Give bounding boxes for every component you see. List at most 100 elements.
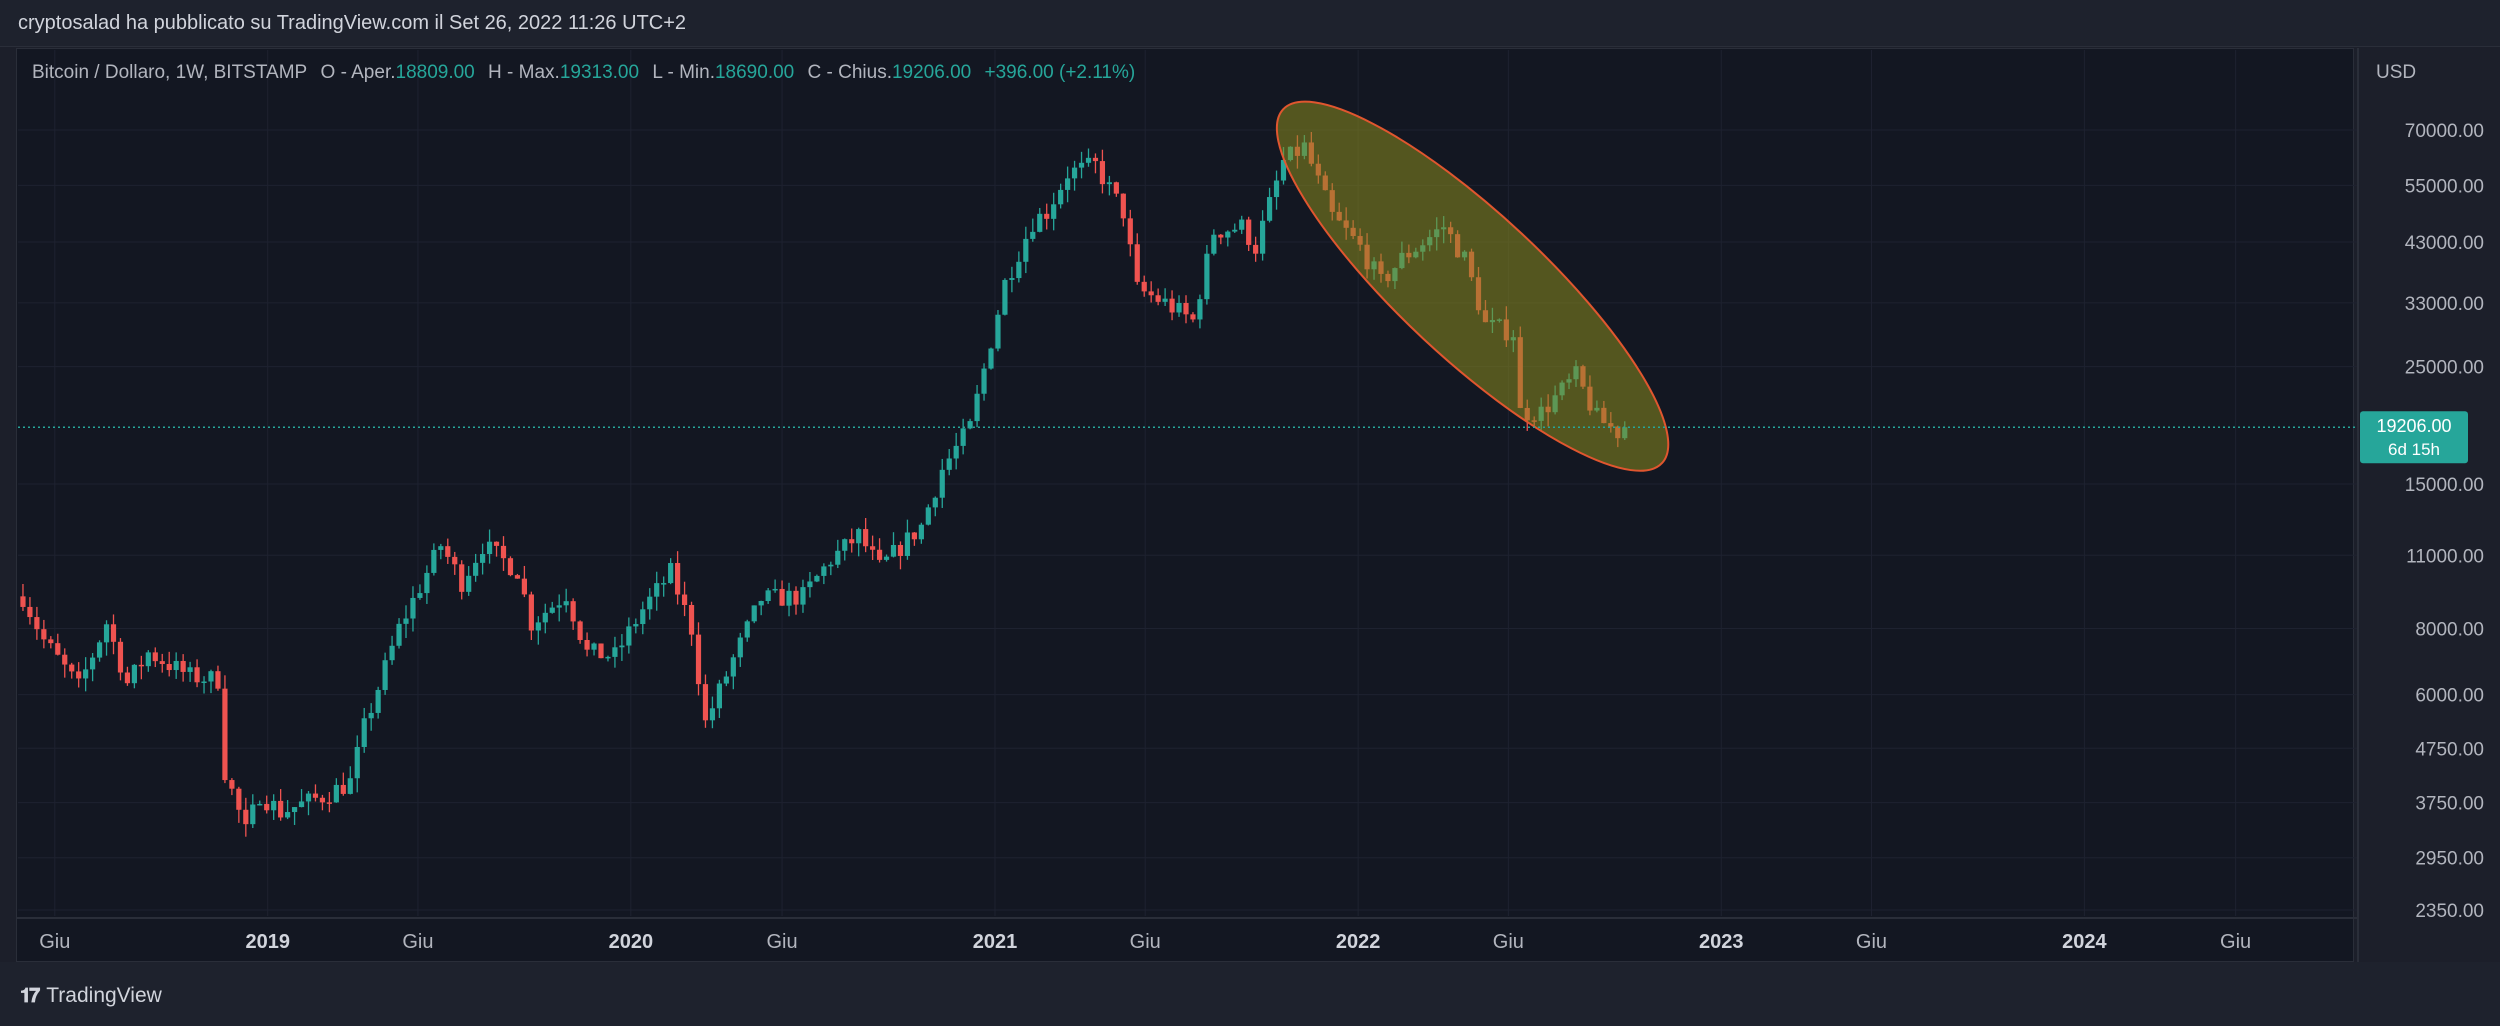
- legend-high-label: H - Max.: [488, 62, 560, 83]
- candle-body: [932, 497, 938, 508]
- candle-body: [466, 575, 472, 592]
- time-tick-label: 2023: [1699, 931, 1744, 953]
- candle-body: [911, 532, 917, 540]
- overlay: [18, 100, 2358, 472]
- candle-body: [1134, 244, 1140, 282]
- candle-body: [354, 746, 360, 779]
- price-tick-label: 2350.00: [2415, 901, 2484, 922]
- candle-body: [953, 445, 959, 459]
- candle-body: [1023, 238, 1029, 262]
- legend-low-value: 18690.00: [714, 62, 795, 83]
- candle-body: [988, 348, 994, 369]
- candle-body: [591, 643, 597, 650]
- candle-body: [264, 803, 270, 811]
- candle-body: [1065, 178, 1071, 190]
- price-tick-label: 15000.00: [2405, 475, 2484, 496]
- candle-body: [883, 556, 890, 560]
- candle-body: [187, 667, 193, 672]
- candle-body: [1176, 302, 1182, 313]
- time-tick-label: Giu: [402, 931, 433, 953]
- candle-body: [493, 541, 500, 546]
- candle-body: [152, 652, 158, 662]
- candle-body: [417, 593, 423, 598]
- candle-body: [709, 708, 716, 721]
- candle-body: [1120, 193, 1126, 219]
- candle-body: [675, 563, 681, 595]
- candle-body: [939, 469, 945, 498]
- candle-body: [110, 624, 117, 642]
- candle-body: [424, 572, 430, 594]
- candle-body: [90, 657, 96, 670]
- candle-body: [1204, 253, 1210, 300]
- candle-body: [389, 645, 395, 661]
- candle-body: [55, 643, 61, 655]
- candle-body: [1044, 213, 1050, 219]
- candle-body: [1127, 218, 1133, 245]
- candle-body: [1266, 197, 1273, 221]
- candle-body: [507, 558, 514, 576]
- candle-body: [1169, 298, 1175, 313]
- candle-body: [222, 688, 228, 781]
- tradingview-logo-icon: 𝟏𝟕: [20, 984, 40, 1007]
- currency-label: USD: [2376, 62, 2416, 83]
- candle-body: [765, 590, 771, 602]
- candle-body: [236, 788, 242, 810]
- chart-frame[interactable]: [16, 48, 2354, 962]
- candle-body: [807, 581, 813, 588]
- candle-body: [654, 583, 660, 597]
- candle-body: [1051, 204, 1057, 219]
- candle-body: [1246, 219, 1252, 245]
- candle-body: [319, 797, 326, 803]
- candle-body: [312, 793, 319, 798]
- candle-body: [1037, 213, 1043, 232]
- price-tick-label: 33000.00: [2405, 294, 2484, 315]
- brand-name: TradingView: [46, 984, 162, 1007]
- candle-body: [83, 669, 89, 679]
- candle-body: [521, 578, 527, 595]
- candle-body: [1225, 231, 1231, 238]
- time-tick-label: 2024: [2062, 931, 2107, 953]
- candle-body: [208, 671, 214, 682]
- candle-body: [1218, 234, 1224, 238]
- candle-body: [403, 618, 409, 624]
- candle-body: [876, 549, 883, 560]
- price-tick-label: 6000.00: [2415, 686, 2484, 707]
- candle-body: [285, 812, 291, 818]
- candle-body: [744, 621, 750, 638]
- price-tick-label: 25000.00: [2405, 358, 2484, 379]
- candle-body: [48, 639, 54, 644]
- legend-high-value: 19313.00: [559, 62, 640, 83]
- candle-body: [556, 605, 562, 608]
- candle-body: [1078, 162, 1085, 168]
- candle-body: [695, 634, 702, 685]
- tradingview-brand[interactable]: 𝟏𝟕 TradingView: [20, 984, 162, 1008]
- candle-body: [890, 544, 897, 557]
- candle-body: [918, 524, 924, 540]
- candle-body: [382, 660, 388, 690]
- candle-body: [974, 393, 980, 422]
- candle-body: [445, 546, 451, 557]
- legend-close-label: C - Chius.: [807, 62, 892, 83]
- price-tick-label: 4750.00: [2415, 739, 2484, 760]
- candle-body: [410, 597, 416, 619]
- time-tick-label: 2019: [245, 931, 290, 953]
- candle-body: [668, 563, 674, 584]
- candle-body: [1009, 278, 1015, 280]
- candle-body: [159, 661, 165, 665]
- candle-body: [271, 800, 277, 811]
- last-price-value: 19206.00: [2376, 416, 2451, 436]
- time-tick-label: Giu: [1856, 931, 1887, 953]
- candle-body: [995, 314, 1001, 349]
- candle-body: [716, 683, 722, 709]
- candle-body: [514, 575, 521, 579]
- candle-body: [201, 681, 207, 684]
- price-tick-label: 2950.00: [2415, 849, 2484, 870]
- candle-body: [835, 550, 841, 565]
- candle-body: [333, 784, 339, 803]
- price-tick-label: 70000.00: [2405, 121, 2484, 142]
- candle-body: [473, 562, 479, 576]
- candle-body: [925, 507, 931, 525]
- candle-body: [96, 642, 103, 658]
- candle-body: [229, 780, 235, 789]
